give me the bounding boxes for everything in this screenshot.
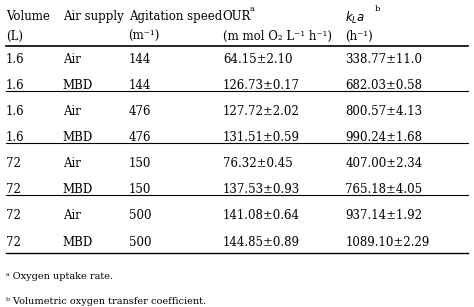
Text: ᵃ Oxygen uptake rate.: ᵃ Oxygen uptake rate. [6, 272, 113, 281]
Text: 144: 144 [128, 53, 151, 66]
Text: 76.32±0.45: 76.32±0.45 [223, 157, 292, 170]
Text: Air: Air [63, 209, 81, 223]
Text: 1.6: 1.6 [6, 53, 25, 66]
Text: Agitation speed: Agitation speed [128, 10, 222, 23]
Text: 1089.10±2.29: 1089.10±2.29 [346, 235, 429, 249]
Text: MBD: MBD [63, 131, 93, 144]
Text: 476: 476 [128, 131, 151, 144]
Text: 137.53±0.93: 137.53±0.93 [223, 183, 300, 196]
Text: (m⁻¹): (m⁻¹) [128, 29, 160, 43]
Text: b: b [375, 5, 381, 13]
Text: 144.85±0.89: 144.85±0.89 [223, 235, 300, 249]
Text: ᵇ Volumetric oxygen transfer coefficient.: ᵇ Volumetric oxygen transfer coefficient… [6, 297, 206, 306]
Text: Air: Air [63, 157, 81, 170]
Text: MBD: MBD [63, 183, 93, 196]
Text: 800.57±4.13: 800.57±4.13 [346, 105, 422, 118]
Text: 476: 476 [128, 105, 151, 118]
Text: 150: 150 [128, 183, 151, 196]
Text: Air: Air [63, 105, 81, 118]
Text: $k_L a$: $k_L a$ [346, 10, 365, 26]
Text: OUR: OUR [223, 10, 251, 23]
Text: 72: 72 [6, 157, 21, 170]
Text: Air: Air [63, 53, 81, 66]
Text: 338.77±11.0: 338.77±11.0 [346, 53, 422, 66]
Text: (m mol O₂ L⁻¹ h⁻¹): (m mol O₂ L⁻¹ h⁻¹) [223, 29, 332, 43]
Text: 126.73±0.17: 126.73±0.17 [223, 79, 300, 92]
Text: 937.14±1.92: 937.14±1.92 [346, 209, 422, 223]
Text: 141.08±0.64: 141.08±0.64 [223, 209, 300, 223]
Text: (h⁻¹): (h⁻¹) [346, 29, 373, 43]
Text: 72: 72 [6, 235, 21, 249]
Text: 682.03±0.58: 682.03±0.58 [346, 79, 422, 92]
Text: MBD: MBD [63, 79, 93, 92]
Text: Volume: Volume [6, 10, 50, 23]
Text: 500: 500 [128, 209, 151, 223]
Text: (L): (L) [6, 29, 23, 43]
Text: 500: 500 [128, 235, 151, 249]
Text: 72: 72 [6, 183, 21, 196]
Text: 64.15±2.10: 64.15±2.10 [223, 53, 292, 66]
Text: 144: 144 [128, 79, 151, 92]
Text: 1.6: 1.6 [6, 105, 25, 118]
Text: 72: 72 [6, 209, 21, 223]
Text: 1.6: 1.6 [6, 131, 25, 144]
Text: MBD: MBD [63, 235, 93, 249]
Text: 150: 150 [128, 157, 151, 170]
Text: Air supply: Air supply [63, 10, 123, 23]
Text: 407.00±2.34: 407.00±2.34 [346, 157, 423, 170]
Text: 765.18±4.05: 765.18±4.05 [346, 183, 422, 196]
Text: 1.6: 1.6 [6, 79, 25, 92]
Text: a: a [250, 5, 255, 13]
Text: 131.51±0.59: 131.51±0.59 [223, 131, 300, 144]
Text: 990.24±1.68: 990.24±1.68 [346, 131, 422, 144]
Text: 127.72±2.02: 127.72±2.02 [223, 105, 300, 118]
